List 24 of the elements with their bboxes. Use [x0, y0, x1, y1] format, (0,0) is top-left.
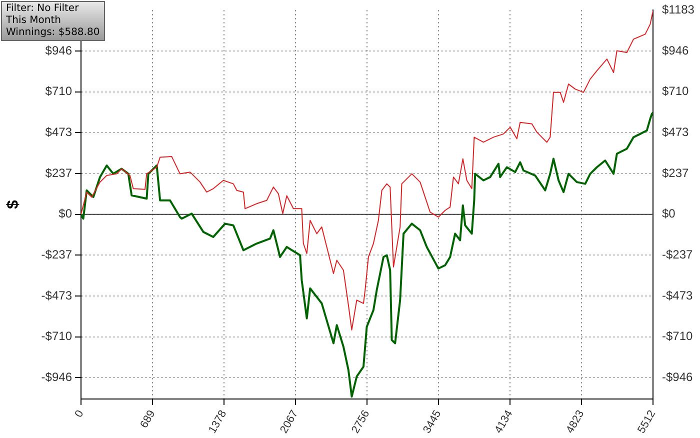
y-tick-label: -$710	[41, 329, 72, 344]
y-tick-label: -$473	[41, 288, 72, 302]
y2-tick-label: $0	[662, 206, 676, 221]
y-tick-label: $946	[45, 43, 72, 58]
y2-tick-label: $473	[662, 125, 690, 140]
y2-tick-label: $237	[662, 166, 690, 180]
y-tick-label: $237	[45, 166, 72, 180]
y2-tick-label: -$237	[662, 248, 694, 262]
y2-tick-label: -$946	[662, 370, 694, 384]
y2-tick-label: -$473	[662, 288, 694, 302]
annotation: Winnings: $588.80	[6, 27, 100, 39]
y-tick-label: $710	[45, 84, 72, 98]
x-tick-label: 0	[72, 408, 86, 420]
y-tick-label: -$946	[41, 370, 72, 384]
x-tick-label: 689	[138, 408, 158, 430]
y2-tick-label: $1183	[662, 2, 695, 17]
y-axis-title: $	[5, 200, 22, 210]
y-tick-label: $0	[58, 206, 72, 221]
y-tick-label: $473	[45, 125, 72, 140]
filter-info-box: Filter: No Filter This Month Winnings: $588.80	[1, 1, 105, 41]
y2-tick-label: -$710	[662, 329, 694, 344]
y2-tick-label: $946	[662, 43, 690, 58]
y-tick-label: -$237	[41, 248, 72, 262]
y2-tick-label: $710	[662, 84, 690, 98]
